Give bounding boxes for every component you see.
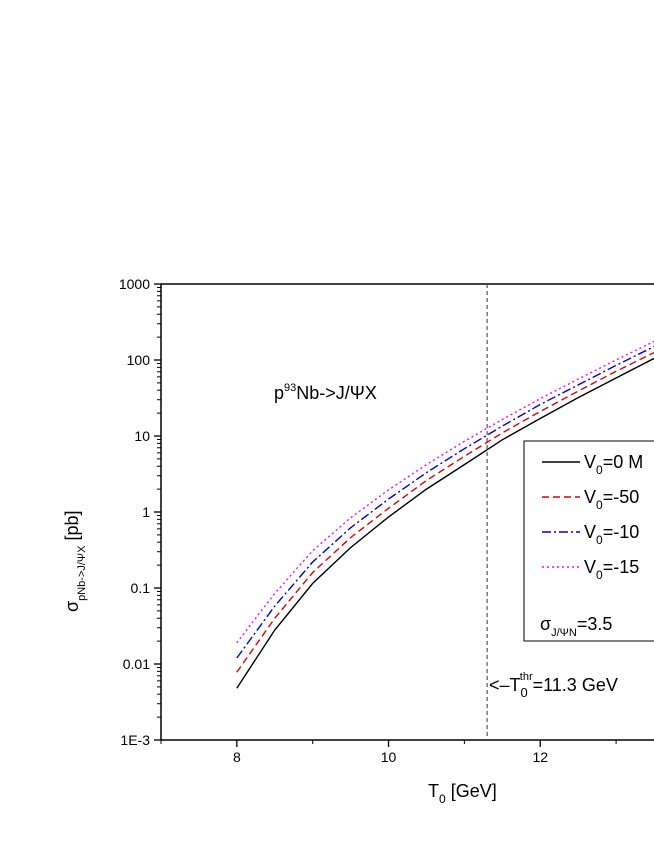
x-tick-label: 10: [381, 749, 397, 765]
x-tick-label: 8: [233, 749, 241, 765]
reaction-label: p93Nb->J/ΨX: [274, 382, 377, 403]
x-ticks: 8 10 12: [160, 740, 617, 765]
y-tick-label: 1000: [119, 276, 150, 292]
series-line-2: [236, 351, 654, 673]
x-axis-title: T0 [GeV]: [428, 781, 497, 806]
legend-items: V0=0 M V0=-50 V0=-10 V0=-15: [542, 452, 643, 582]
series-line-1: [236, 357, 654, 689]
legend-label-1: V0=0 M: [584, 452, 643, 477]
series-line-3: [236, 345, 654, 659]
legend-note: σJ/ΨN=3.5: [540, 614, 612, 639]
legend-label-3: V0=-10: [584, 522, 639, 547]
y-tick-label: 1E-3: [120, 732, 150, 748]
legend-label-4: V0=-15: [584, 557, 639, 582]
y-tick-label: 10: [134, 428, 150, 444]
x-tick-label: 12: [532, 749, 548, 765]
y-axis-title: σpNb->J/ΨX [pb]: [62, 511, 88, 613]
y-tick-label: 100: [127, 352, 151, 368]
legend-box: [523, 440, 654, 642]
threshold-label: <–T0thr=11.3 GeV: [489, 671, 618, 700]
series-lines: [236, 340, 654, 689]
legend-label-2: V0=-50: [584, 487, 639, 512]
y-tick-label: 1: [142, 504, 150, 520]
y-tick-label: 0.1: [131, 580, 151, 596]
y-ticks: 1E-3 0.01 0.1 1 10 100 1000: [119, 276, 161, 748]
y-tick-label: 0.01: [123, 656, 150, 672]
